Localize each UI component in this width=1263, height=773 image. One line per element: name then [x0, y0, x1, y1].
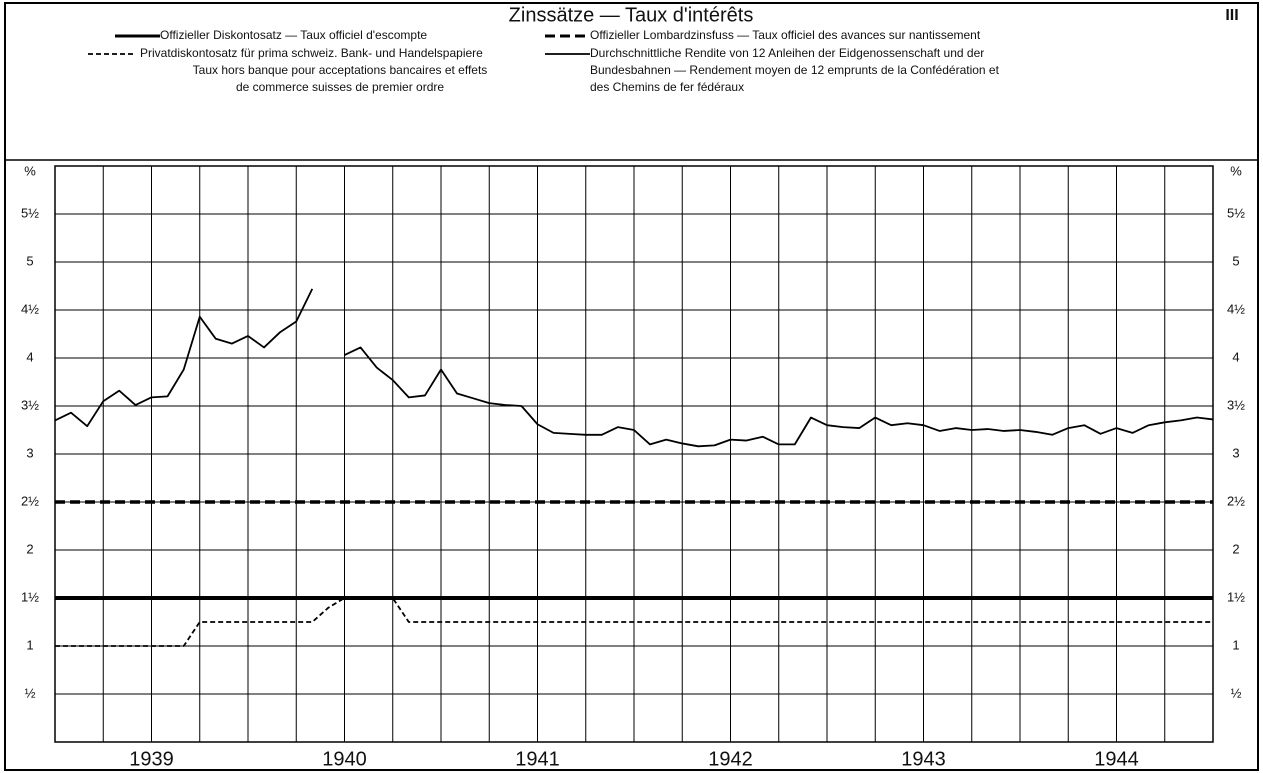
- x-tick-label: 1939: [129, 748, 174, 770]
- legend-label: Durchschnittliche Rendite von 12 Anleihe…: [590, 46, 984, 60]
- y-tick-label: 5½: [21, 205, 39, 220]
- y-tick-label: 3: [1232, 445, 1239, 460]
- plate-number: III: [1225, 7, 1238, 24]
- legend-label: des Chemins de fer fédéraux: [590, 80, 744, 94]
- legend-label: Offizieller Lombardzinsfuss — Taux offic…: [590, 28, 981, 42]
- y-unit: %: [1230, 163, 1242, 178]
- frame: [4, 2, 1259, 771]
- y-tick-label: 5: [26, 253, 33, 268]
- y-tick-label: 3: [26, 445, 33, 460]
- y-tick-label: 3½: [1227, 397, 1245, 412]
- y-tick-label: 2½: [1227, 493, 1245, 508]
- y-tick-label: 2½: [21, 493, 39, 508]
- legend-label: de commerce suisses de premier ordre: [236, 80, 444, 94]
- y-tick-label: 1: [26, 637, 33, 652]
- y-tick-label: 1: [1232, 637, 1239, 652]
- y-tick-label: 3½: [21, 397, 39, 412]
- y-tick-label: 4: [26, 349, 33, 364]
- y-tick-label: 5: [1232, 253, 1239, 268]
- legend-label: Offizieller Diskontosatz — Taux officiel…: [160, 28, 427, 42]
- legend-label: Privatdiskontosatz für prima schweiz. Ba…: [140, 46, 483, 60]
- plot-frame: [54, 165, 1214, 743]
- y-tick-label: ½: [25, 685, 36, 700]
- x-tick-label: 1943: [901, 748, 946, 770]
- y-tick-label: 1½: [1227, 589, 1245, 604]
- y-tick-label: 1½: [21, 589, 39, 604]
- x-tick-label: 1944: [1094, 748, 1139, 770]
- y-tick-label: 5½: [1227, 205, 1245, 220]
- x-tick-label: 1941: [515, 748, 560, 770]
- legend-label: Taux hors banque pour acceptations banca…: [193, 63, 488, 77]
- y-tick-label: 4½: [21, 301, 39, 316]
- y-tick-label: 4½: [1227, 301, 1245, 316]
- series-line: [344, 346, 1214, 448]
- y-tick-label: 2: [1232, 541, 1239, 556]
- chart-title: Zinssätze — Taux d'intérêts: [509, 4, 754, 26]
- legend-label: Bundesbahnen — Rendement moyen de 12 emp…: [590, 63, 1000, 77]
- x-tick-label: 1942: [708, 748, 753, 770]
- x-tick-label: 1940: [322, 748, 367, 770]
- y-tick-label: 2: [26, 541, 33, 556]
- y-tick-label: ½: [1231, 685, 1242, 700]
- series-line: [55, 597, 1213, 647]
- y-unit: %: [24, 163, 36, 178]
- series-line: [54, 288, 314, 428]
- y-tick-label: 4: [1232, 349, 1239, 364]
